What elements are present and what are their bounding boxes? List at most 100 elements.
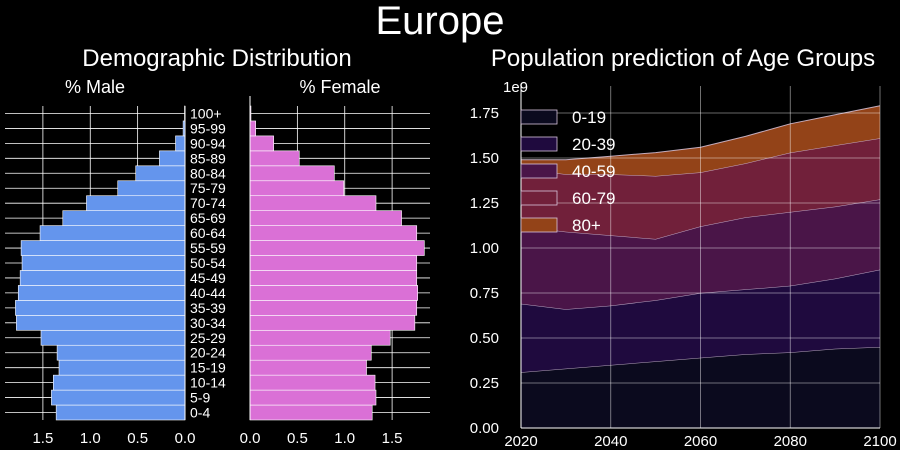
y-tick-label: 0.00 [470, 420, 499, 437]
pyramid-title: Demographic Distribution [82, 45, 351, 72]
figure-title: Europe [376, 0, 505, 43]
female-bar-20-24 [249, 344, 372, 361]
female-panel-title: % Female [299, 77, 380, 97]
male-bar-90-94 [175, 135, 186, 152]
male-bar-55-59 [20, 240, 186, 256]
age-group-label: 60-64 [190, 225, 226, 241]
male-bar-20-24 [56, 344, 186, 361]
legend: 0-19 20-39 40-59 60-79 80+ [520, 108, 615, 235]
female-bar-85-89 [249, 150, 300, 167]
age-group-label: 55-59 [190, 240, 226, 256]
legend-label: 20-39 [572, 135, 615, 154]
projection-title: Population prediction of Age Groups [491, 45, 875, 72]
y-tick-label: 1.75 [470, 105, 499, 122]
y-tick-label: 1.50 [470, 150, 499, 167]
y-offset-label: 1e9 [503, 79, 528, 96]
female-bar-90-94 [249, 135, 274, 152]
female-bar-45-49 [249, 270, 418, 286]
legend-label: 80+ [572, 216, 601, 235]
x-tick-label: 2040 [594, 433, 627, 450]
female-bar-5-9 [249, 389, 377, 406]
age-group-label: 30-34 [190, 315, 226, 331]
male-tick-label: 1.0 [80, 430, 101, 447]
male-bar-80-84 [135, 165, 186, 182]
male-bar-65-69 [62, 210, 186, 226]
male-panel-title: % Male [65, 77, 125, 97]
projection-panel: 2020 2040 2060 2080 2100 0.00 0.25 0.50 0.75 1.00… [470, 86, 897, 450]
male-bar-50-54 [21, 255, 186, 271]
age-group-label: 35-39 [190, 300, 226, 316]
male-bar-70-74 [86, 195, 186, 211]
age-group-label: 25-29 [190, 330, 226, 346]
age-group-label: 50-54 [190, 255, 226, 271]
age-group-label: 20-24 [190, 345, 226, 361]
y-tick-label: 0.50 [470, 330, 499, 347]
y-tick-label: 1.25 [470, 195, 499, 212]
female-bar-10-14 [249, 374, 376, 391]
female-panel: 0.0 0.5 1.0 1.5 [240, 96, 430, 447]
female-bar-35-39 [249, 300, 418, 316]
male-panel: 1.5 1.0 0.5 0.0 [5, 105, 196, 447]
male-tick-label: 1.5 [32, 430, 53, 447]
female-tick-label: 1.0 [334, 430, 355, 447]
y-tick-label: 0.75 [470, 285, 499, 302]
female-bar-65-69 [249, 210, 402, 226]
age-group-label: 5-9 [190, 390, 210, 406]
male-tick-label: 0.5 [127, 430, 148, 447]
female-bar-70-74 [249, 195, 377, 211]
y-tick-label: 0.25 [470, 375, 499, 392]
female-bar-95-99 [249, 120, 256, 137]
female-bar-15-19 [249, 359, 367, 376]
female-bar-75-79 [249, 180, 345, 197]
age-group-labels: 0-45-910-1415-1920-2425-2930-3435-3940-4… [190, 105, 226, 420]
female-bar-80-84 [249, 165, 335, 182]
age-group-label: 70-74 [190, 195, 226, 211]
male-bar-35-39 [15, 300, 186, 316]
age-group-label: 0-4 [190, 405, 210, 421]
male-bar-10-14 [53, 374, 186, 391]
x-tick-label: 2020 [504, 433, 537, 450]
age-group-label: 90-94 [190, 135, 226, 151]
female-bar-40-44 [249, 285, 418, 301]
y-tick-label: 1.00 [470, 240, 499, 257]
male-bar-5-9 [51, 389, 186, 406]
legend-swatch-60-79 [520, 190, 558, 206]
age-group-label: 85-89 [190, 150, 226, 166]
legend-swatch-80+ [520, 217, 558, 233]
legend-swatch-0-19 [520, 109, 558, 125]
age-group-label: 15-19 [190, 360, 226, 376]
age-group-label: 45-49 [190, 270, 226, 286]
legend-label: 60-79 [572, 189, 615, 208]
male-tick-label: 0.0 [175, 430, 196, 447]
age-group-label: 100+ [190, 105, 222, 121]
age-group-label: 65-69 [190, 210, 226, 226]
male-bar-30-34 [16, 315, 186, 331]
legend-swatch-20-39 [520, 136, 558, 152]
male-bar-75-79 [117, 180, 186, 197]
female-tick-label: 0.0 [240, 430, 261, 447]
x-tick-label: 2080 [774, 433, 807, 450]
female-bar-60-64 [249, 225, 418, 241]
male-bar-85-89 [159, 150, 186, 167]
female-bar-25-29 [249, 329, 391, 346]
female-tick-label: 1.5 [382, 430, 403, 447]
legend-label: 0-19 [572, 108, 606, 127]
legend-swatch-40-59 [520, 163, 558, 179]
age-group-label: 40-44 [190, 285, 226, 301]
male-bar-15-19 [58, 359, 186, 376]
age-group-label: 75-79 [190, 180, 226, 196]
female-bar-30-34 [249, 315, 416, 331]
age-group-label: 10-14 [190, 375, 226, 391]
legend-label: 40-59 [572, 162, 615, 181]
male-bar-25-29 [40, 329, 186, 346]
male-bar-60-64 [39, 225, 186, 241]
female-bar-50-54 [249, 255, 418, 271]
age-group-label: 80-84 [190, 165, 226, 181]
male-bar-40-44 [17, 285, 186, 301]
age-group-label: 95-99 [190, 120, 226, 136]
x-tick-label: 2100 [863, 433, 896, 450]
x-tick-label: 2060 [684, 433, 717, 450]
female-bar-0-4 [249, 404, 373, 421]
male-bar-0-4 [55, 404, 186, 421]
